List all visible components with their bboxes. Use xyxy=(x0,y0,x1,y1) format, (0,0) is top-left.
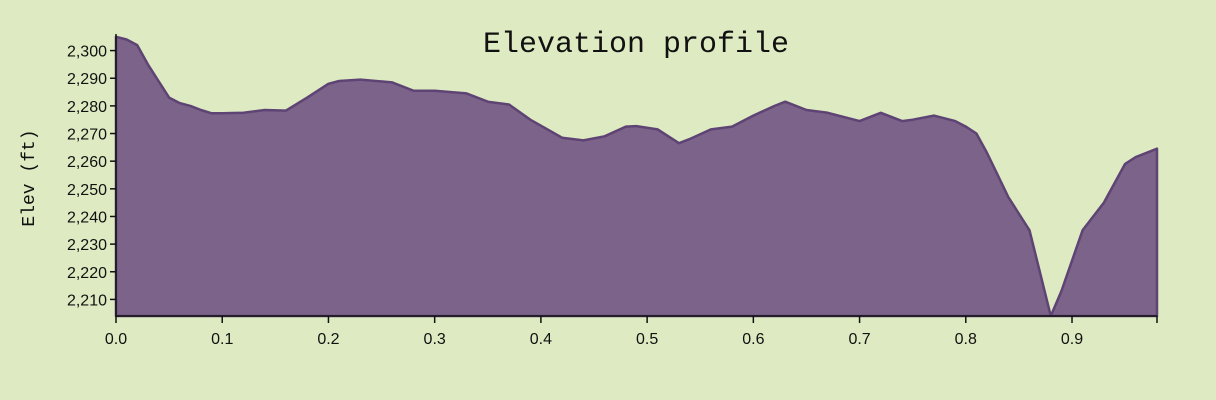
y-tick-label: 2,280 xyxy=(67,99,107,116)
y-tick-label: 2,250 xyxy=(67,182,107,199)
x-tick-label: 0.3 xyxy=(424,331,446,348)
x-tick-label: 0.0 xyxy=(105,331,127,348)
elevation-area xyxy=(114,35,1159,318)
x-tick-label: 0.7 xyxy=(848,331,870,348)
x-tick-label: 0.2 xyxy=(317,331,339,348)
y-tick-label: 2,260 xyxy=(67,154,107,171)
y-tick-label: 2,240 xyxy=(67,209,107,226)
y-tick-label: 2,290 xyxy=(67,71,107,88)
y-tick-label: 2,220 xyxy=(67,265,107,282)
x-tick-label: 0.4 xyxy=(530,331,552,348)
y-tick-label: 2,270 xyxy=(67,127,107,144)
chart-title: Elevation profile xyxy=(483,28,789,62)
y-tick-label: 2,300 xyxy=(67,44,107,61)
y-tick-label: 2,230 xyxy=(67,237,107,254)
x-tick-label: 0.8 xyxy=(955,331,977,348)
x-axis-ticks: 0.0 0.1 0.2 0.3 0.4 0.5 0.6 0.7 0.8 0.9 xyxy=(105,316,1158,348)
x-tick-label: 0.6 xyxy=(742,331,764,348)
y-axis-label: Elev (ft) xyxy=(20,129,40,226)
x-tick-label: 0.1 xyxy=(211,331,233,348)
x-tick-label: 0.9 xyxy=(1061,331,1083,348)
y-tick-label: 2,210 xyxy=(67,292,107,309)
y-axis-ticks: 2,210 2,220 2,230 2,240 2,250 2,260 2,270 2,280… xyxy=(67,44,116,309)
x-tick-label: 0.5 xyxy=(636,331,658,348)
